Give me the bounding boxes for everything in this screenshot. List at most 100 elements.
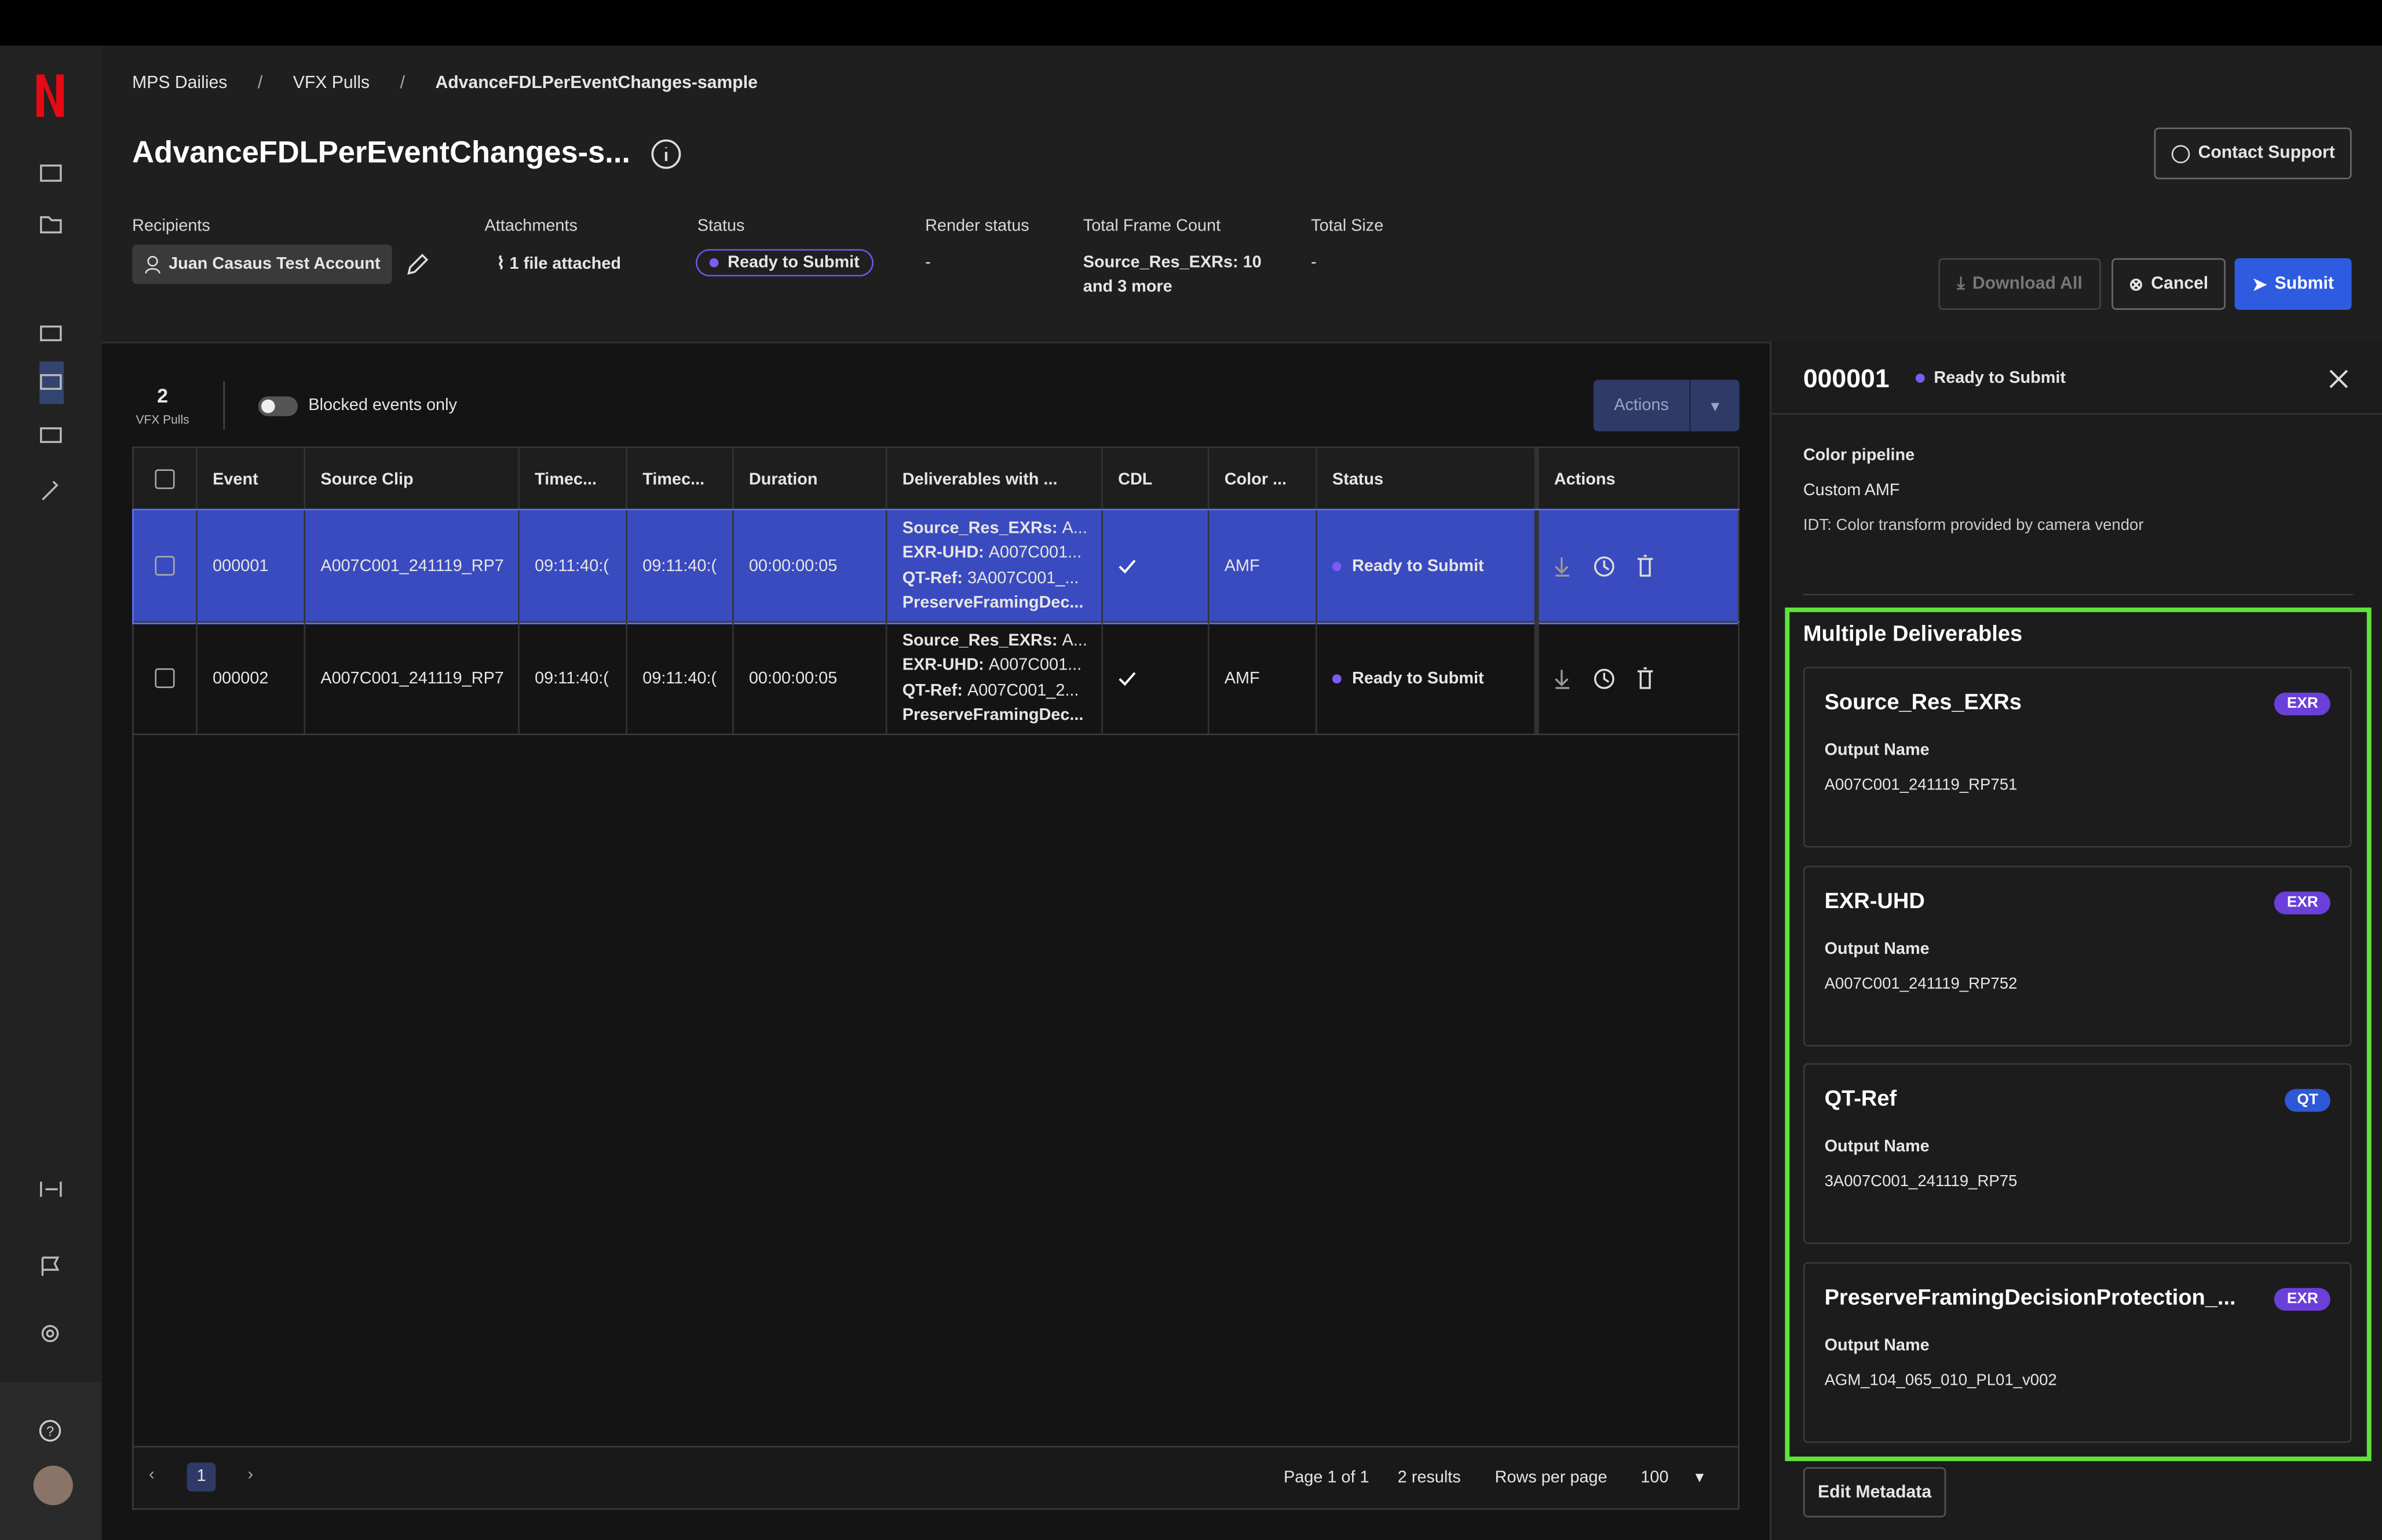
badge: EXR	[2274, 891, 2330, 914]
page-title: AdvanceFDLPerEventChanges-s...	[132, 137, 630, 170]
next-page[interactable]: ›	[247, 1465, 254, 1484]
action-icons[interactable]	[1554, 554, 1676, 578]
pagination: ‹ 1 › Page 1 of 1 2 results Rows per pag…	[132, 1446, 1740, 1510]
status-dot	[1332, 561, 1342, 570]
output-label: Output Name	[1824, 1336, 1930, 1354]
total-size: -	[1311, 253, 1317, 272]
source-clip: A007C001_241119_RP7	[305, 510, 520, 621]
deliverable-line: PreserveFramingDec...	[903, 591, 1084, 616]
attachments[interactable]: ⌇ 1 file attached	[496, 255, 622, 274]
card-title: EXR-UHD	[1824, 889, 1925, 914]
row-select	[134, 623, 198, 734]
breadcrumb-item[interactable]: VFX Pulls	[293, 74, 370, 93]
deliverable-line: Source_Res_EXRs: A...	[903, 515, 1087, 540]
per-page[interactable]: 100	[1641, 1468, 1669, 1487]
deliverable-name: PreserveFramingDec...	[902, 594, 1084, 612]
color: AMF	[1209, 623, 1317, 734]
button-label: Cancel	[2151, 275, 2209, 294]
row-select	[134, 510, 198, 621]
breadcrumb-item[interactable]: MPS Dailies	[132, 74, 228, 93]
page-of: Page 1 of 1	[1283, 1468, 1369, 1487]
duration: 00:00:00:05	[734, 623, 887, 734]
deliverables: Source_Res_EXRs: A... EXR-UHD: A007C001..…	[887, 510, 1103, 621]
separator: /	[257, 74, 263, 93]
deliverable-value: A...	[1062, 631, 1087, 650]
field-label: Attachments	[484, 217, 578, 236]
avatar[interactable]	[33, 1465, 73, 1505]
deliverable-line: PreserveFramingDec...	[903, 703, 1084, 728]
checkbox[interactable]	[155, 555, 175, 576]
checkbox[interactable]	[155, 668, 175, 688]
tc-out: 09:11:40:(	[627, 623, 734, 734]
color: AMF	[1209, 510, 1317, 621]
table-row[interactable]: 000002 A007C001_241119_RP7 09:11:40:(09:11…	[133, 623, 1740, 736]
attachments-value: 1 file attached	[509, 255, 622, 274]
output-name: A007C001_241119_RP752	[1824, 974, 2018, 993]
deliverable-name: QT-Ref:	[902, 569, 963, 587]
nav-icons-bottom[interactable]	[38, 1179, 65, 1361]
per-page-caret[interactable]: ▾	[1695, 1468, 1704, 1487]
event: 000001	[198, 510, 306, 621]
recipient-chip[interactable]: Juan Casaus Test Account	[132, 244, 393, 284]
deliverable-line: EXR-UHD: A007C001...	[903, 653, 1082, 678]
toggle[interactable]	[258, 396, 298, 416]
column-header: Color ...	[1209, 448, 1317, 511]
action-icons[interactable]	[1554, 666, 1676, 690]
breadcrumb-item: AdvanceFDLPerEventChanges-sample	[435, 74, 758, 93]
submit-button[interactable]: ➤ Submit	[2234, 258, 2352, 310]
check-icon	[1119, 671, 1136, 685]
field-label: Status	[697, 217, 745, 236]
column-header: Actions	[1536, 448, 1740, 511]
deliverable-card: Source_Res_EXRs EXR Output Name A007C001_24…	[1803, 667, 2352, 848]
button-label: Edit Metadata	[1818, 1483, 1932, 1502]
download-all-button[interactable]: ⤓ Download All	[1938, 258, 2101, 310]
output-name: A007C001_241119_RP751	[1824, 776, 2018, 795]
select-all	[134, 448, 198, 511]
table-row[interactable]: 000001 A007C001_241119_RP7 09:11:40:(09:11…	[132, 509, 1740, 624]
row-actions	[1536, 510, 1740, 621]
divider	[223, 381, 225, 430]
breadcrumb: MPS Dailies / VFX Pulls / AdvanceFDLPerEve…	[132, 75, 758, 93]
status: Ready to Submit	[728, 253, 860, 272]
help-icon[interactable]: ?	[38, 1418, 63, 1443]
event: 000002	[198, 623, 306, 734]
header-row: Event Source Clip Timec... Timec... Duration…	[133, 448, 1740, 512]
button-label: Actions	[1614, 396, 1669, 415]
page-number[interactable]: 1	[187, 1462, 216, 1492]
close-icon[interactable]	[2329, 369, 2348, 389]
column-header: Timec...	[627, 448, 734, 511]
contact-support-button[interactable]: Contact Support	[2154, 127, 2352, 180]
column-header: Deliverables with ...	[887, 448, 1103, 511]
check-icon	[1119, 559, 1136, 573]
edit-icon[interactable]	[405, 252, 430, 276]
deliverable-line: QT-Ref: 3A007C001_...	[903, 566, 1079, 591]
field-label: Recipients	[132, 217, 210, 236]
deliverable-value: A007C001...	[988, 656, 1082, 675]
tc-out: 09:11:40:(	[627, 510, 734, 621]
deliverable-line: QT-Ref: A007C001_2...	[903, 678, 1079, 703]
deliverable-name: QT-Ref:	[902, 681, 963, 700]
column-header: Duration	[734, 448, 887, 511]
column-header: Status	[1317, 448, 1536, 511]
output-name: AGM_104_065_010_PL01_v002	[1824, 1370, 2057, 1389]
edit-metadata-button[interactable]: Edit Metadata	[1803, 1467, 1946, 1517]
nav-icons[interactable]	[39, 163, 64, 558]
panel-status: Ready to Submit	[1915, 369, 2066, 387]
output-label: Output Name	[1824, 1137, 1930, 1156]
card-title: QT-Ref	[1824, 1087, 1897, 1112]
deliverable-value: A007C001...	[988, 543, 1082, 562]
cancel-button[interactable]: ⊗ Cancel	[2111, 258, 2226, 310]
checkbox[interactable]	[155, 469, 175, 489]
actions-button[interactable]: Actions ▾	[1593, 379, 1740, 431]
prev-page[interactable]: ‹	[149, 1465, 155, 1484]
info-icon[interactable]	[650, 138, 682, 170]
separator: /	[400, 74, 405, 93]
recipient: Juan Casaus Test Account	[169, 255, 381, 274]
button-label: Download All	[1972, 275, 2083, 294]
output-label: Output Name	[1824, 939, 1930, 958]
deliverable-line: Source_Res_EXRs: A...	[903, 628, 1087, 653]
status-pill: Ready to Submit	[696, 249, 874, 277]
status: Ready to Submit	[1934, 369, 2066, 387]
